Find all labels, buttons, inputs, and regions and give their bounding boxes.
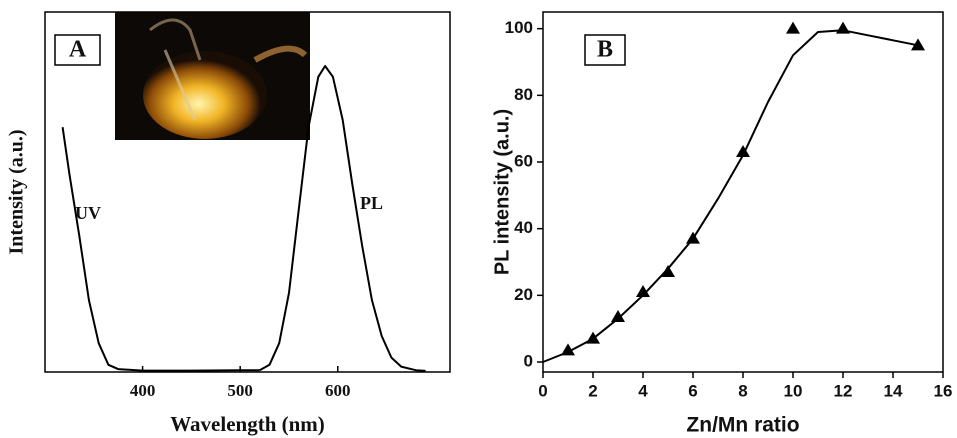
y-tick-label: 20: [514, 285, 533, 304]
x-axis-label: Wavelength (nm): [170, 412, 325, 436]
x-tick-label: 16: [934, 381, 953, 400]
data-point: [561, 343, 575, 356]
y-tick-label: 100: [505, 18, 533, 37]
data-point: [786, 21, 800, 34]
panel-label-box: [584, 34, 626, 66]
x-axis-label: Zn/Mn ratio: [686, 414, 799, 437]
spectrum-line: [61, 127, 260, 372]
data-point: [836, 21, 850, 34]
x-tick-label: 8: [738, 381, 747, 400]
x-tick-label: 400: [130, 381, 156, 400]
y-axis-label: PL intensity (a.u.): [491, 109, 513, 275]
y-tick-label: 80: [514, 85, 533, 104]
y-tick-label: 60: [514, 151, 533, 170]
x-tick-label: 6: [688, 381, 697, 400]
fit-curve: [542, 29, 919, 363]
inset-photo: [115, 12, 310, 140]
x-tick-label: 12: [834, 381, 853, 400]
plot-frame: [44, 11, 451, 373]
curve-label: UV: [75, 203, 101, 223]
panel-label: A: [69, 37, 87, 63]
x-tick-label: 600: [325, 381, 351, 400]
x-tick-label: 500: [227, 381, 253, 400]
x-tick-label: 10: [784, 381, 803, 400]
data-point: [686, 231, 700, 244]
data-point: [736, 145, 750, 157]
panel-label-box: [54, 34, 101, 66]
data-point: [636, 285, 650, 297]
y-tick-label: 40: [514, 218, 533, 237]
spectrum-line: [259, 65, 426, 372]
y-tick-label: 0: [524, 351, 533, 370]
x-tick-label: 14: [884, 381, 903, 400]
x-tick-label: 0: [538, 381, 547, 400]
x-tick-label: 4: [638, 381, 648, 400]
data-point: [586, 331, 600, 344]
plot-frame: [542, 11, 944, 373]
panel-label: B: [597, 37, 613, 63]
data-point: [661, 265, 675, 277]
x-tick-label: 2: [588, 381, 597, 400]
data-point: [911, 38, 925, 51]
data-point: [611, 310, 625, 322]
curve-label: PL: [360, 193, 383, 213]
y-axis-label: Intensity (a.u.): [6, 129, 28, 254]
